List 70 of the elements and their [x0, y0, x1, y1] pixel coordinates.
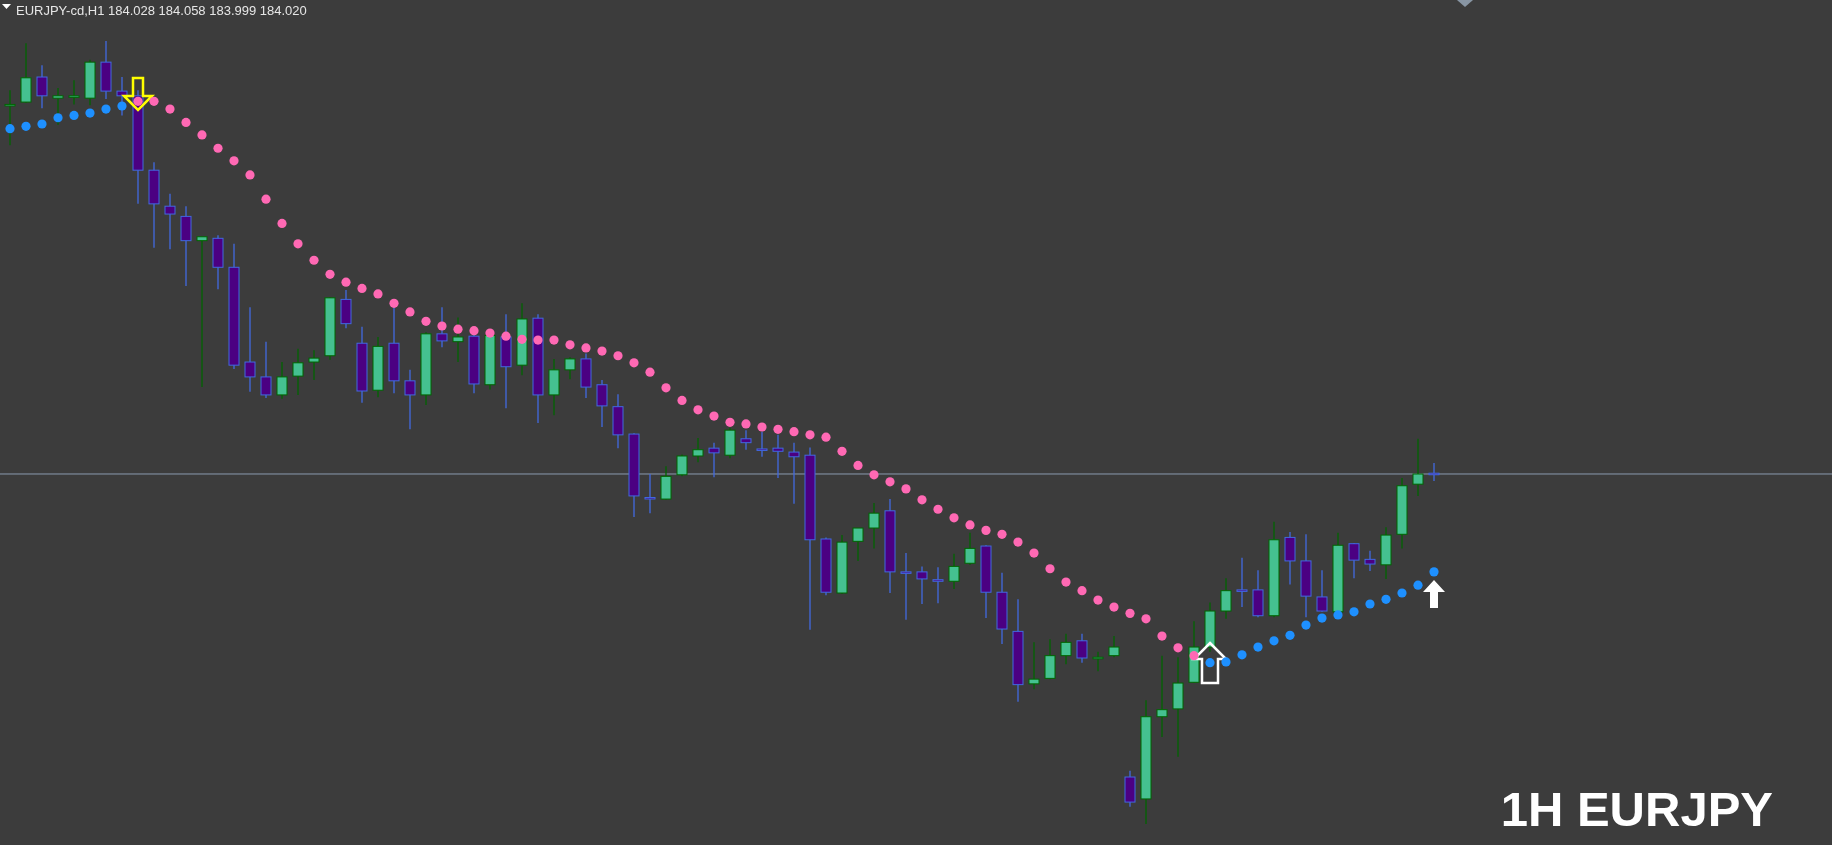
candlestick — [644, 473, 656, 514]
candlestick — [116, 76, 128, 117]
point — [101, 104, 111, 114]
candlestick — [1348, 542, 1360, 579]
point — [1269, 636, 1279, 646]
point — [53, 113, 63, 123]
point — [1285, 630, 1295, 640]
candlestick — [852, 527, 864, 562]
point — [117, 101, 127, 111]
candlestick — [308, 349, 320, 381]
candlestick — [948, 553, 960, 590]
candlestick — [596, 379, 608, 428]
point — [1397, 588, 1407, 598]
text: 1H EURJPY — [1500, 782, 1773, 836]
chart-title: EURJPY-cd,H1 184.028 184.058 183.999 184.020 — [16, 3, 307, 18]
candlestick — [1364, 550, 1376, 572]
candlestick — [52, 87, 64, 126]
candlestick — [1284, 531, 1296, 586]
point — [1253, 642, 1263, 652]
candlestick — [868, 502, 880, 550]
candlestick — [900, 552, 912, 621]
candlestick — [740, 429, 752, 451]
point — [1221, 657, 1231, 667]
candlestick — [196, 236, 208, 388]
point — [1413, 580, 1423, 590]
candlestick — [676, 453, 688, 477]
candlestick — [1412, 438, 1424, 497]
candlestick — [660, 465, 672, 501]
point — [1429, 567, 1439, 577]
candlestick — [692, 437, 704, 463]
candlestick — [1108, 635, 1120, 658]
candlestick — [1220, 577, 1232, 620]
candlestick — [276, 361, 288, 400]
point — [69, 110, 79, 120]
candlestick — [564, 356, 576, 380]
candlestick — [1236, 557, 1248, 608]
candlestick — [164, 193, 176, 250]
candlestick — [244, 306, 256, 393]
candlestick — [292, 348, 304, 396]
point — [1349, 607, 1359, 617]
candlestick — [68, 79, 80, 106]
candlestick — [708, 442, 720, 478]
candlestick — [1156, 655, 1168, 738]
candlestick — [36, 64, 48, 109]
point — [5, 124, 15, 134]
point — [21, 121, 31, 131]
candlestick — [932, 566, 944, 604]
candlestick — [756, 431, 768, 458]
candlestick — [1076, 633, 1088, 664]
candlestick — [1028, 641, 1040, 690]
point — [1237, 650, 1247, 660]
candlestick — [404, 369, 416, 431]
candlestick — [260, 341, 272, 399]
point — [1317, 613, 1327, 623]
point — [1381, 594, 1391, 604]
candlestick — [1316, 569, 1328, 613]
candlestick — [964, 532, 976, 566]
point — [1333, 610, 1343, 620]
point — [1365, 599, 1375, 609]
candlestick — [772, 434, 784, 479]
candlestick — [1044, 638, 1056, 680]
candlestick — [4, 89, 16, 146]
point — [85, 108, 95, 118]
candlestick — [452, 316, 464, 363]
point — [37, 119, 47, 129]
candlestick — [788, 442, 800, 505]
candlestick — [916, 565, 928, 605]
candlestick — [436, 306, 448, 348]
point — [1301, 620, 1311, 630]
candlestick — [1060, 633, 1072, 665]
